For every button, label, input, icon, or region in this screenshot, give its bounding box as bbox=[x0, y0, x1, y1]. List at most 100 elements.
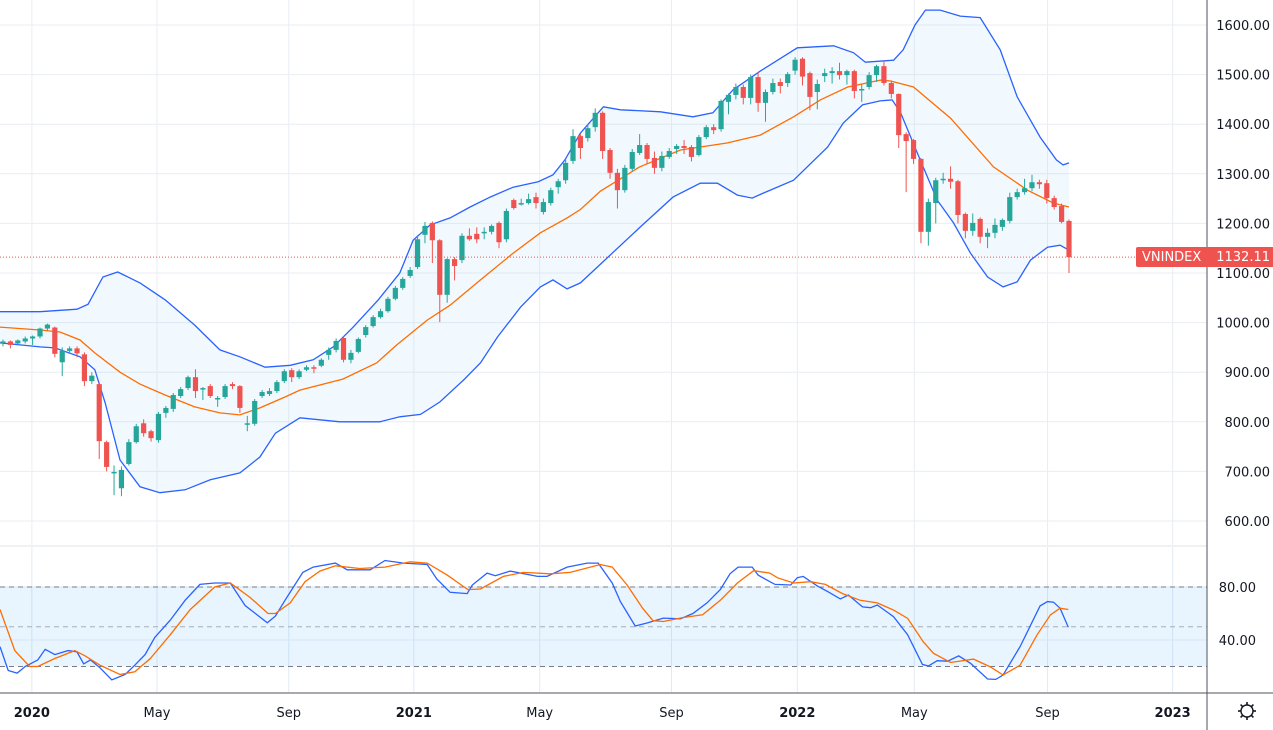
candle[interactable] bbox=[207, 384, 213, 398]
candle[interactable] bbox=[955, 179, 961, 224]
candle[interactable] bbox=[725, 93, 732, 115]
candle[interactable] bbox=[570, 129, 576, 164]
candle[interactable] bbox=[785, 72, 791, 87]
candle[interactable] bbox=[89, 372, 95, 385]
candle[interactable] bbox=[126, 439, 132, 466]
candle[interactable] bbox=[451, 257, 458, 281]
candle[interactable] bbox=[392, 285, 398, 301]
candle[interactable] bbox=[444, 258, 450, 303]
candle[interactable] bbox=[400, 276, 406, 290]
candle[interactable] bbox=[437, 239, 443, 323]
candle[interactable] bbox=[1036, 179, 1042, 189]
candle[interactable] bbox=[977, 217, 983, 244]
candle[interactable] bbox=[777, 78, 783, 94]
candle[interactable] bbox=[281, 369, 287, 384]
candle[interactable] bbox=[703, 125, 709, 140]
candle[interactable] bbox=[518, 198, 524, 206]
candle[interactable] bbox=[326, 347, 332, 360]
candle[interactable] bbox=[807, 71, 813, 111]
candle[interactable] bbox=[629, 149, 635, 172]
candle[interactable] bbox=[222, 384, 228, 399]
candle[interactable] bbox=[881, 60, 887, 86]
candle[interactable] bbox=[340, 336, 347, 363]
candle[interactable] bbox=[681, 140, 687, 154]
candle[interactable] bbox=[970, 213, 976, 236]
candle[interactable] bbox=[481, 227, 487, 240]
candle[interactable] bbox=[696, 135, 702, 157]
candle[interactable] bbox=[170, 393, 176, 412]
candle[interactable] bbox=[873, 64, 880, 83]
candle[interactable] bbox=[925, 198, 931, 246]
candle[interactable] bbox=[999, 218, 1005, 231]
candle[interactable] bbox=[711, 124, 717, 135]
candle[interactable] bbox=[674, 144, 680, 154]
candle[interactable] bbox=[59, 347, 65, 377]
candle[interactable] bbox=[844, 69, 850, 85]
gear-icon[interactable] bbox=[1236, 700, 1258, 722]
candlestick-series[interactable] bbox=[0, 57, 1207, 497]
candle[interactable] bbox=[296, 369, 302, 380]
candle[interactable] bbox=[118, 466, 125, 497]
candle[interactable] bbox=[888, 80, 894, 99]
candle[interactable] bbox=[1066, 219, 1072, 273]
candle[interactable] bbox=[1051, 195, 1057, 210]
candle[interactable] bbox=[466, 228, 472, 241]
candle[interactable] bbox=[910, 139, 917, 164]
candle[interactable] bbox=[133, 423, 139, 444]
candle[interactable] bbox=[607, 148, 613, 179]
candle[interactable] bbox=[348, 349, 354, 364]
candle[interactable] bbox=[333, 338, 339, 353]
stoch-rsi-pane[interactable] bbox=[0, 559, 1207, 681]
candle[interactable] bbox=[252, 398, 258, 426]
candle[interactable] bbox=[289, 368, 295, 383]
candle[interactable] bbox=[266, 388, 273, 397]
candle[interactable] bbox=[259, 390, 265, 398]
candle[interactable] bbox=[1021, 178, 1028, 195]
candle[interactable] bbox=[563, 158, 569, 184]
candle[interactable] bbox=[377, 308, 384, 319]
candle[interactable] bbox=[792, 57, 798, 75]
candle[interactable] bbox=[866, 72, 872, 90]
candle[interactable] bbox=[718, 99, 724, 132]
candle[interactable] bbox=[799, 57, 806, 86]
candle[interactable] bbox=[947, 166, 954, 189]
candle[interactable] bbox=[67, 346, 73, 354]
candle[interactable] bbox=[962, 212, 968, 239]
candle[interactable] bbox=[918, 157, 924, 244]
candle[interactable] bbox=[1044, 179, 1050, 204]
candle[interactable] bbox=[7, 340, 14, 349]
candle[interactable] bbox=[659, 151, 665, 172]
candle[interactable] bbox=[525, 193, 532, 205]
candle[interactable] bbox=[52, 326, 58, 358]
candle[interactable] bbox=[829, 67, 835, 84]
candle[interactable] bbox=[1007, 192, 1013, 224]
candle[interactable] bbox=[592, 108, 598, 132]
candle[interactable] bbox=[37, 327, 43, 339]
candle[interactable] bbox=[474, 227, 480, 244]
candle[interactable] bbox=[244, 415, 250, 432]
candle[interactable] bbox=[200, 387, 206, 400]
candle[interactable] bbox=[614, 168, 621, 209]
candle[interactable] bbox=[355, 337, 361, 354]
candle[interactable] bbox=[984, 228, 991, 249]
candle[interactable] bbox=[533, 192, 539, 209]
candle[interactable] bbox=[229, 382, 236, 390]
candle[interactable] bbox=[407, 267, 413, 278]
candle[interactable] bbox=[644, 143, 650, 164]
candle[interactable] bbox=[215, 396, 221, 407]
candle[interactable] bbox=[141, 419, 147, 437]
candle[interactable] bbox=[488, 224, 495, 235]
candle[interactable] bbox=[740, 84, 746, 105]
candle[interactable] bbox=[15, 339, 21, 346]
candle[interactable] bbox=[688, 145, 695, 162]
candle[interactable] bbox=[185, 375, 191, 391]
candle[interactable] bbox=[81, 352, 88, 387]
candle[interactable] bbox=[104, 440, 110, 472]
candle[interactable] bbox=[548, 187, 554, 206]
candle[interactable] bbox=[274, 380, 280, 394]
candle[interactable] bbox=[0, 339, 6, 347]
candle[interactable] bbox=[503, 208, 509, 243]
candle[interactable] bbox=[933, 177, 939, 224]
